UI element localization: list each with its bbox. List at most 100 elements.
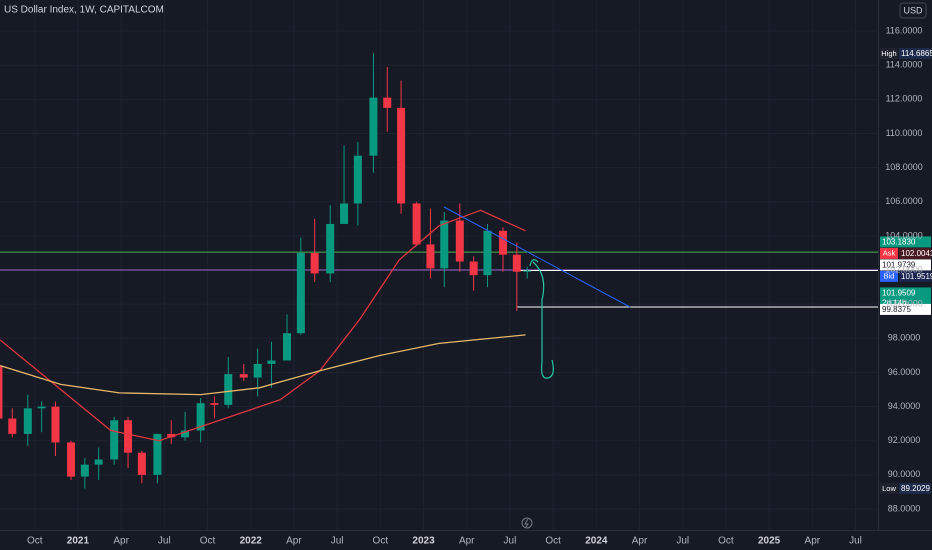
candle-body [310, 252, 319, 274]
candle-body [153, 433, 162, 475]
price-value: 101.9739 [882, 260, 916, 269]
candle-body [67, 442, 76, 477]
candle-body [340, 203, 349, 224]
x-tick-label: Apr [632, 536, 648, 547]
price-tag [880, 270, 898, 282]
candle-body [239, 374, 248, 378]
x-tick-label: Jul [331, 536, 344, 547]
y-tick-label: 88.0000 [888, 503, 921, 513]
price-tag [880, 482, 898, 494]
moving-average [0, 209, 526, 442]
candle-body [224, 374, 233, 405]
price-tag-label: Bid [884, 272, 895, 281]
price-value: 99.8375 [882, 305, 911, 314]
moving-average [0, 334, 526, 396]
candle-body [483, 230, 492, 276]
plot [0, 53, 878, 489]
price-value: 103.1830 [882, 237, 916, 246]
price-tag [880, 247, 898, 259]
price-labels: High 114.6865 103.1830 Ask 102.0041 101.9739 B… [880, 47, 932, 494]
candle-body [523, 270, 532, 272]
y-tick-label: 110.0000 [886, 128, 923, 138]
price-value: 101.9519 [901, 272, 932, 281]
x-tick-label: 2023 [412, 536, 435, 547]
candle-body [283, 333, 292, 361]
price-tag-label: High [881, 49, 896, 58]
currency-label: USD [903, 5, 923, 15]
price-box [880, 236, 931, 248]
grid [0, 0, 878, 530]
candle-body [124, 420, 133, 453]
currency-button[interactable] [899, 2, 927, 19]
candle-body [440, 220, 449, 269]
x-tick-label: Oct [27, 536, 43, 547]
candle-body [23, 408, 32, 434]
replay-icon [524, 518, 529, 528]
x-tick-label: Apr [805, 536, 821, 547]
candle-body [110, 420, 119, 460]
y-tick-label: 94.0000 [888, 401, 921, 411]
y-tick-label: 90.0000 [888, 469, 921, 479]
x-tick-label: Apr [113, 536, 129, 547]
y-tick-label: 96.0000 [888, 367, 921, 377]
candle-body [412, 203, 421, 245]
price-box [880, 303, 931, 315]
x-tick-label: Oct [718, 536, 734, 547]
candle-body [196, 403, 205, 431]
x-tick-label: Oct [373, 536, 389, 547]
candle-body [383, 97, 392, 108]
y-tick-label: 114.0000 [886, 60, 923, 70]
y-tick-label: 100.0000 [885, 299, 923, 309]
x-tick-label: Jul [676, 536, 689, 547]
trend-line [443, 206, 631, 308]
price-tag [880, 47, 898, 59]
drawn-arrow [532, 261, 554, 379]
y-tick-label: 92.0000 [888, 435, 921, 445]
x-tick-label: Jul [504, 536, 517, 547]
x-tick-label: Apr [286, 536, 302, 547]
price-box [880, 259, 931, 271]
price-tag-label: Low [882, 484, 896, 493]
price-value: 114.6865 [901, 49, 932, 58]
candle-body [267, 360, 276, 364]
x-tick-label: Jul [849, 536, 862, 547]
price-value: 89.2029 [901, 484, 930, 493]
candle-body [469, 261, 478, 276]
price-box [899, 270, 931, 282]
candle-body [397, 107, 406, 204]
y-tick-label: 98.0000 [888, 333, 921, 343]
x-tick-label: Apr [459, 536, 475, 547]
candle-body [499, 230, 508, 255]
candle-body [353, 155, 362, 204]
candle-body [8, 418, 17, 434]
candle-body [253, 363, 262, 378]
price-box [880, 287, 931, 309]
x-tick-label: 2024 [585, 536, 608, 547]
candle-body [167, 433, 176, 438]
price-tag-label: Ask [883, 249, 896, 258]
drawn-arrow [529, 259, 539, 267]
price-box [899, 47, 931, 59]
candle-body [296, 252, 305, 334]
candle-body [94, 459, 103, 465]
y-tick-label: 104.0000 [885, 230, 923, 240]
candle-body [455, 220, 464, 262]
replay-icon[interactable] [521, 517, 533, 529]
candle-body [369, 97, 378, 156]
price-value: 101.9509 [882, 288, 916, 297]
x-tick-label: 2021 [67, 536, 90, 547]
price-value: 102.0041 [901, 249, 932, 258]
candle-body [80, 464, 89, 477]
candle-body [51, 406, 60, 443]
x-tick-label: 2022 [240, 536, 263, 547]
x-tick-label: 2025 [758, 536, 781, 547]
candle-body [326, 223, 335, 274]
y-tick-label: 106.0000 [885, 196, 923, 206]
price-box [899, 247, 931, 259]
candle-body [512, 254, 521, 272]
candle-body [426, 244, 435, 269]
candle-body [210, 403, 219, 405]
y-tick-label: 116.0000 [886, 25, 923, 35]
chart-title: US Dollar Index, 1W, CAPITALCOM [4, 5, 164, 16]
